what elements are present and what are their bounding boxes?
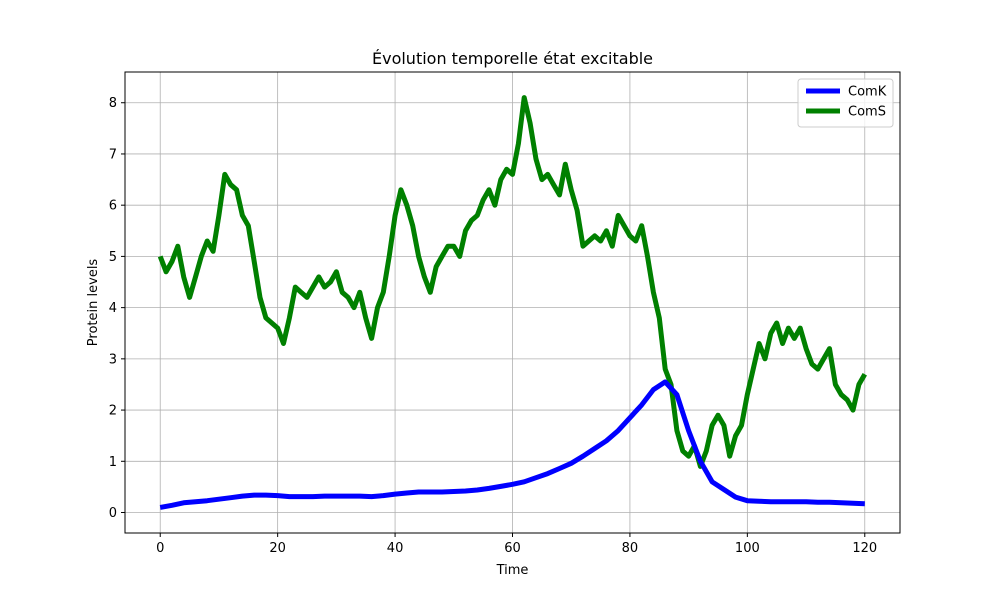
grid	[125, 72, 900, 533]
legend-label-coms: ComS	[848, 105, 886, 120]
series-line-comk	[159, 379, 865, 510]
x-tick-label: 80	[622, 541, 639, 556]
y-tick-label: 4	[109, 301, 117, 316]
y-tick-label: 6	[109, 199, 117, 214]
ticks: 0 20 40 60 80 100 120 0 1 2 3 4 5 6 7 8	[109, 96, 877, 556]
y-tick-label: 1	[109, 455, 117, 470]
x-tick-label: 120	[852, 541, 877, 556]
x-tick-label: 100	[735, 541, 760, 556]
y-axis-title: Protein levels	[86, 259, 101, 347]
series-line-coms	[157, 95, 867, 469]
x-tick-label: 40	[387, 541, 404, 556]
x-tick-label: 20	[269, 541, 286, 556]
x-axis-title: Time	[496, 563, 529, 578]
y-tick-label: 7	[109, 147, 117, 162]
series-layer	[157, 95, 867, 510]
y-tick-label: 8	[109, 96, 117, 111]
y-tick-label: 2	[109, 404, 117, 419]
x-tick-label: 60	[504, 541, 521, 556]
x-tick-label: 0	[156, 541, 164, 556]
y-tick-label: 0	[109, 506, 117, 521]
chart-title: Évolution temporelle état excitable	[372, 49, 653, 68]
legend: ComK ComS	[797, 78, 894, 128]
y-tick-label: 3	[109, 352, 117, 367]
legend-label-comk: ComK	[848, 85, 887, 100]
y-tick-label: 5	[109, 250, 117, 265]
